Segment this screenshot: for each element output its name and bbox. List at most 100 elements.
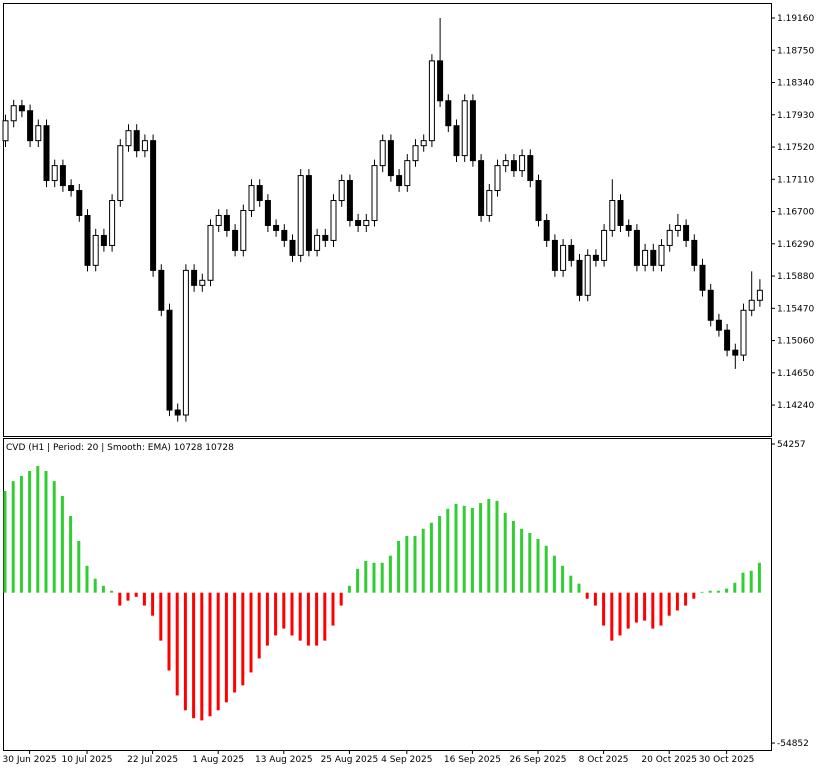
bar <box>69 515 73 593</box>
candle-body <box>371 165 378 222</box>
candle-body <box>576 259 583 296</box>
bar <box>77 540 81 593</box>
bar <box>257 592 261 659</box>
candle-body <box>346 180 353 222</box>
bar <box>36 466 40 593</box>
bar <box>536 538 540 593</box>
candle-body <box>625 224 632 231</box>
bar <box>306 592 310 646</box>
bar <box>110 590 114 593</box>
candle-body <box>84 214 91 266</box>
candle-body <box>715 319 722 331</box>
y-tick-label: 1.17520 <box>777 143 814 153</box>
candle-body <box>478 160 485 216</box>
candle-body <box>92 234 99 266</box>
candle-body <box>330 200 337 241</box>
bar <box>577 583 581 593</box>
bar <box>585 592 589 599</box>
bar <box>429 522 433 593</box>
candle-body <box>510 160 517 172</box>
bar <box>315 592 319 646</box>
candle-body <box>486 190 493 216</box>
y-tick-label: 1.14240 <box>777 401 814 411</box>
candle-body <box>756 289 763 301</box>
candle-body <box>174 409 181 416</box>
bar <box>380 562 384 593</box>
bar <box>569 575 573 593</box>
candle-body <box>133 130 140 152</box>
bar <box>183 592 187 711</box>
candle-body <box>109 200 116 246</box>
candle-body <box>363 220 370 226</box>
candle-body <box>281 229 288 241</box>
candle-body <box>182 269 189 416</box>
x-tick-label: 4 Sep 2025 <box>381 755 432 765</box>
bar <box>659 592 663 626</box>
bar <box>520 528 524 593</box>
bar <box>610 592 614 641</box>
bar <box>733 582 737 593</box>
bar <box>28 470 32 593</box>
candle-body <box>691 239 698 266</box>
y-tick-label: 1.15470 <box>777 304 814 314</box>
candle-body <box>150 140 157 271</box>
candle-body <box>445 100 452 127</box>
y-tick-label: 1.18750 <box>777 46 814 56</box>
bar <box>462 505 466 593</box>
y-tick-label: 1.19160 <box>777 14 814 24</box>
candle-body <box>27 110 34 142</box>
y-tick-label: 1.16290 <box>777 240 814 250</box>
bar <box>192 592 196 719</box>
candle-body <box>437 60 444 102</box>
candle-body <box>543 220 550 241</box>
bar <box>159 592 163 641</box>
y-tick-label: 54257 <box>777 440 806 450</box>
candle-body <box>469 100 476 162</box>
candle-body <box>117 145 124 202</box>
candle-body <box>289 239 296 256</box>
bar <box>134 592 138 597</box>
candle-body <box>43 125 50 182</box>
bar <box>684 592 688 606</box>
bar <box>593 592 597 606</box>
bar <box>224 592 228 703</box>
candle-body <box>125 130 132 147</box>
candle-body <box>207 224 214 281</box>
candle-body <box>494 165 501 192</box>
candle-body <box>223 214 230 231</box>
bar <box>741 572 745 593</box>
candle-body <box>453 125 460 157</box>
candle-body <box>141 140 148 152</box>
bar <box>446 508 450 593</box>
bar <box>216 592 220 711</box>
bar <box>544 545 548 593</box>
candle-body <box>740 309 747 356</box>
bar <box>282 592 286 629</box>
candle-body <box>314 234 321 251</box>
candle-body <box>461 100 468 157</box>
candle-body <box>428 60 435 142</box>
price-panel <box>3 3 772 437</box>
bar <box>331 592 335 626</box>
y-tick-label: 1.15060 <box>777 337 814 347</box>
y-tick-label: -54852 <box>777 739 809 749</box>
y-tick-label: 1.16700 <box>777 208 814 218</box>
candle-body <box>396 175 403 187</box>
bar <box>19 475 23 593</box>
bar <box>175 592 179 696</box>
bar <box>233 592 237 693</box>
candle-body <box>297 175 304 256</box>
candle-body <box>248 185 255 212</box>
bar <box>667 592 671 616</box>
candle-body <box>76 190 83 216</box>
bar <box>651 592 655 629</box>
candle-body <box>666 229 673 246</box>
x-tick-label: 26 Sep 2025 <box>509 755 566 765</box>
bar <box>397 540 401 593</box>
candle-body <box>568 244 575 261</box>
bar <box>749 570 753 593</box>
bar <box>101 585 105 593</box>
candle-body <box>51 165 58 182</box>
bar <box>372 562 376 593</box>
